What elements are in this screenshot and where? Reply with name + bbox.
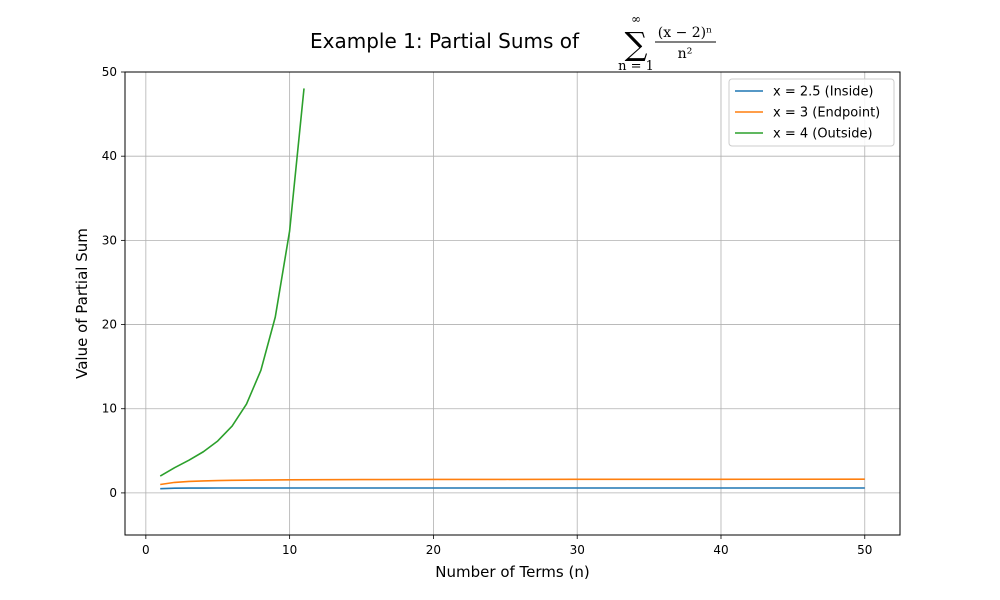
series-line-2: [160, 478, 865, 486]
y-tick-label: 40: [102, 149, 117, 163]
legend-label: x = 3 (Endpoint): [773, 106, 880, 121]
x-tick-label: 10: [282, 543, 297, 557]
series-line-3: [159, 88, 305, 477]
y-tick-label: 10: [102, 402, 117, 416]
y-tick-label: 30: [102, 233, 117, 247]
formula-denominator: n²: [678, 46, 693, 62]
x-tick-label: 0: [142, 543, 150, 557]
y-axis-label: Value of Partial Sum: [73, 228, 91, 379]
legend: x = 2.5 (Inside) x = 3 (Endpoint) x = 4 (O…: [728, 78, 895, 147]
series-layer: [159, 88, 865, 490]
x-tick-label: 20: [426, 543, 441, 557]
x-axis-label: Number of Terms (n): [435, 563, 589, 581]
y-tick-label: 0: [109, 486, 117, 500]
y-tick-label: 20: [102, 318, 117, 332]
axis-ticks: 0 10 20 30 40 50 0 10 20 30 40 50: [102, 65, 873, 557]
chart-title-text: Example 1: Partial Sums of: [310, 29, 580, 53]
series-line-1: [160, 487, 865, 490]
x-tick-label: 40: [713, 543, 728, 557]
plot-frame: [124, 71, 901, 536]
sum-lower-limit: n = 1: [618, 59, 654, 74]
y-tick-label: 50: [102, 65, 117, 79]
legend-label: x = 2.5 (Inside): [773, 85, 874, 100]
legend-label: x = 4 (Outside): [773, 127, 873, 142]
series-formula: ∞ ∑ n = 1 (x − 2)ⁿ n²: [618, 12, 716, 74]
chart-title: Example 1: Partial Sums of ∞ ∑ n = 1 (x …: [310, 12, 716, 74]
x-tick-label: 50: [857, 543, 872, 557]
x-tick-label: 30: [570, 543, 585, 557]
sum-upper-limit: ∞: [631, 12, 641, 26]
sum-symbol: ∑: [625, 25, 648, 63]
formula-numerator: (x − 2)ⁿ: [658, 25, 712, 41]
legend-box: [728, 78, 895, 147]
